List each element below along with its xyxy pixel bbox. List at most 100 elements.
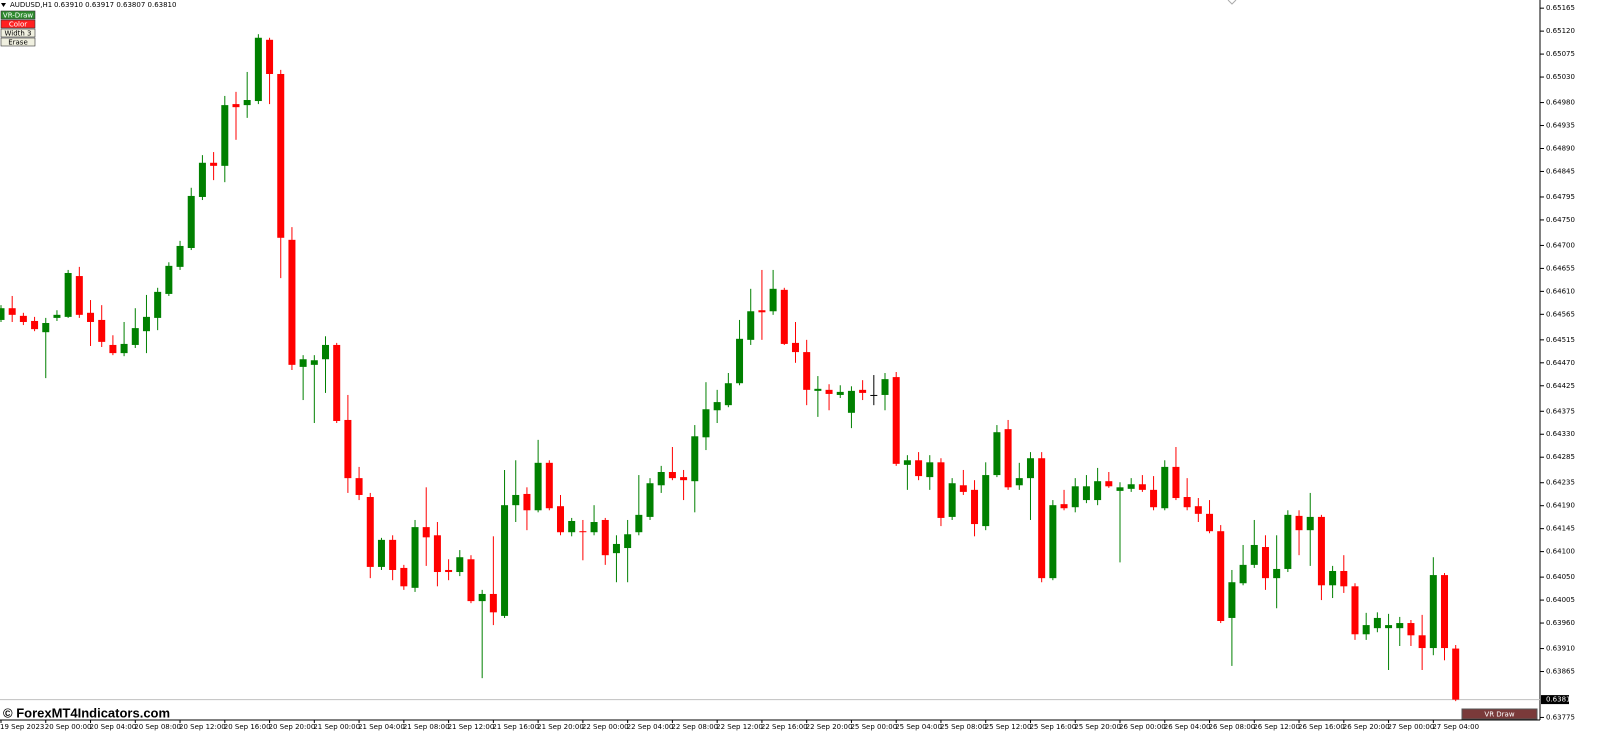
watermark: © ForexMT4Indicators.com [3, 705, 170, 720]
x-tick-label: 20 Sep 16:00 [224, 723, 271, 731]
candle-body [1015, 478, 1023, 486]
x-tick-label: 22 Sep 20:00 [806, 723, 853, 731]
candle-body [221, 105, 229, 166]
candle-body [993, 432, 1001, 476]
candle-body [75, 276, 83, 315]
candle-body [64, 272, 72, 317]
candle-body [847, 390, 855, 413]
x-tick-label: 26 Sep 04:00 [1164, 723, 1211, 731]
toolbar-button[interactable] [0, 19, 36, 29]
candle-body [501, 505, 509, 616]
toolbar-button[interactable] [0, 10, 36, 20]
candle-body [825, 389, 833, 394]
candle-body [534, 462, 542, 511]
x-tick-label: 21 Sep 20:00 [537, 723, 584, 731]
x-tick-label: 22 Sep 08:00 [671, 723, 718, 731]
candle-body [1161, 466, 1169, 509]
candle-body [646, 483, 654, 517]
candle-body [870, 394, 878, 396]
y-tick-label: 0.65120 [1546, 27, 1575, 35]
y-tick-label: 0.64050 [1546, 573, 1575, 581]
candle-body [557, 506, 564, 533]
candle-body [1340, 570, 1348, 587]
x-tick-label: 27 Sep 04:00 [1432, 723, 1479, 731]
candle-body [53, 314, 61, 318]
toolbar-button-label[interactable]: Color [9, 20, 27, 28]
toolbar-button[interactable] [0, 37, 36, 47]
candle-body [948, 483, 956, 517]
candle-body [1082, 486, 1090, 501]
y-tick-label: 0.64565 [1546, 310, 1575, 318]
candle-body [1362, 625, 1370, 635]
candle-body [456, 557, 464, 573]
candle-body [915, 460, 923, 477]
x-tick-label: 25 Sep 16:00 [1029, 723, 1076, 731]
candle-body [344, 419, 352, 479]
y-tick-label: 0.63910 [1546, 645, 1575, 653]
toolbar-button-label[interactable]: Width 3 [4, 29, 31, 37]
panel-button[interactable] [1461, 708, 1538, 720]
candle-body [333, 344, 341, 421]
candle-body [668, 472, 676, 479]
y-tick-label: 0.64235 [1546, 479, 1575, 487]
candle-body [1150, 489, 1158, 508]
candle-body [635, 514, 643, 533]
candle-body [1206, 513, 1214, 532]
candle-body [243, 100, 251, 106]
candle-body [8, 308, 16, 315]
candle-body [568, 520, 576, 533]
candle-body [780, 289, 788, 344]
panel-button-label[interactable]: VR Draw [1484, 711, 1514, 719]
toolbar-button-label[interactable]: VR-Draw [3, 11, 33, 19]
candle-body [971, 489, 979, 525]
candle-body [1217, 531, 1225, 622]
x-tick-label: 20 Sep 04:00 [90, 723, 137, 731]
candle-body [299, 359, 307, 367]
candle-body [254, 37, 262, 102]
candle-body [377, 539, 385, 567]
candle-body [1127, 484, 1135, 489]
candle-body [814, 388, 822, 391]
y-tick-label: 0.64935 [1546, 122, 1575, 130]
x-tick-label: 21 Sep 04:00 [358, 723, 405, 731]
ohlc-text: 0.63910 0.63917 0.63807 0.63810 [54, 1, 176, 9]
candle-body [657, 472, 665, 486]
y-tick-label: 0.64100 [1546, 548, 1575, 556]
toolbar-button-label[interactable]: Erase [8, 38, 28, 46]
candle-body [926, 462, 934, 478]
menu-arrow[interactable] [1, 3, 6, 7]
candle-body [355, 478, 363, 495]
toolbar-button[interactable] [0, 28, 36, 38]
candle-body [736, 338, 744, 384]
candle-body [1317, 516, 1325, 586]
y-tick-label: 0.64795 [1546, 193, 1575, 201]
symbol: AUDUSD,H1 [10, 1, 52, 9]
candle-body [266, 39, 274, 74]
candle-body [1418, 635, 1426, 649]
x-tick-label: 22 Sep 00:00 [582, 723, 629, 731]
candle-body [19, 315, 27, 322]
candle-body [1049, 505, 1057, 579]
candle-body [187, 195, 195, 248]
candle-body [1038, 458, 1046, 579]
candle-body [288, 239, 296, 365]
x-tick-label: 26 Sep 16:00 [1298, 723, 1345, 731]
candle-body [42, 323, 50, 333]
candle-body [1060, 504, 1068, 509]
candle-body [758, 310, 766, 313]
candle-body [98, 319, 106, 342]
y-tick-label: 0.64655 [1546, 264, 1575, 272]
candle-body [433, 535, 441, 573]
candle-body [702, 409, 710, 438]
x-tick-label: 26 Sep 08:00 [1209, 723, 1256, 731]
candle-body [478, 593, 486, 602]
candle-body [277, 73, 285, 238]
x-tick-label: 26 Sep 20:00 [1343, 723, 1390, 731]
candle-body [1351, 586, 1359, 635]
candle-body [1071, 486, 1079, 508]
candle-body [1329, 570, 1337, 586]
candle-body [198, 162, 206, 197]
candle-body [1138, 484, 1146, 490]
candle-body [579, 531, 587, 533]
y-tick-label: 0.64610 [1546, 287, 1575, 295]
